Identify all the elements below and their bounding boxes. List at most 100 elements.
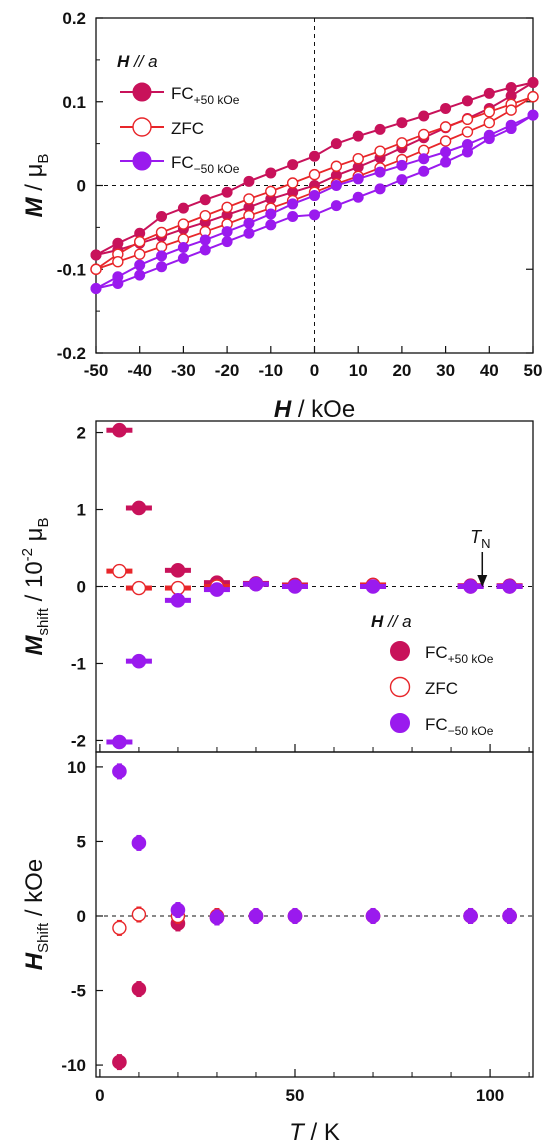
y-tick-label: -2 xyxy=(71,731,86,750)
data-point xyxy=(199,194,211,206)
data-point xyxy=(209,910,225,925)
x-axis-title: H / kOe xyxy=(274,396,355,423)
data-point xyxy=(365,908,381,924)
data-point xyxy=(134,269,146,281)
legend-marker xyxy=(389,676,411,698)
y-tick-label: -0.1 xyxy=(57,260,86,279)
data-point xyxy=(134,259,146,271)
legend-label: FC−50 kOe xyxy=(425,715,494,738)
data-point xyxy=(396,137,408,149)
data-point xyxy=(199,209,211,222)
data-point xyxy=(112,764,127,779)
legend-title-var: H xyxy=(371,612,384,631)
legend-label-main: FC xyxy=(171,84,194,103)
data-point xyxy=(374,166,386,178)
data-point xyxy=(330,180,342,191)
legend-label-main: ZFC xyxy=(425,679,458,698)
data-point xyxy=(418,165,430,177)
legend-marker xyxy=(390,641,410,661)
panel-top-m-vs-h: -50 -40 -30 -20 -10 0 10 20 30 40 50 -0.2 -0.1 0 0.1 0.… xyxy=(21,9,542,423)
data-point xyxy=(209,582,225,597)
y-tick-label: 0 xyxy=(77,907,86,926)
legend-label: FC+50 kOe xyxy=(171,84,240,107)
y-axis-sub2: B xyxy=(35,517,52,527)
legend-title-rest: // a xyxy=(383,612,411,631)
legend-label-sub: −50 kOe xyxy=(448,724,494,738)
data-point xyxy=(265,167,277,179)
data-point xyxy=(112,920,127,936)
data-point xyxy=(287,198,299,210)
x-tick-label: 0 xyxy=(95,1086,104,1105)
data-point xyxy=(352,152,364,165)
y-axis-unit: / 10 xyxy=(21,561,48,608)
legend-label-main: FC xyxy=(425,643,448,662)
data-point xyxy=(265,219,277,231)
data-point xyxy=(112,563,127,579)
y-tick-label: -10 xyxy=(61,1056,86,1075)
legend-label: ZFC xyxy=(171,119,204,138)
data-point xyxy=(221,236,233,248)
data-point xyxy=(287,159,299,171)
data-point xyxy=(308,168,321,181)
x-tick-label: 100 xyxy=(476,1086,504,1105)
x-axis-title: T / K xyxy=(289,1119,340,1146)
data-point xyxy=(502,908,517,924)
data-point xyxy=(170,593,186,608)
y-axis-title: M / μB xyxy=(21,154,52,218)
data-point xyxy=(243,193,255,205)
legend-marker xyxy=(132,82,152,102)
data-point xyxy=(502,579,517,594)
data-point xyxy=(461,113,474,126)
x-tick-label: 10 xyxy=(349,361,368,380)
series-0 xyxy=(112,907,517,1071)
data-point xyxy=(112,277,124,289)
series-2 xyxy=(106,576,523,750)
legend-label: FC+50 kOe xyxy=(425,643,494,666)
data-point xyxy=(156,210,168,222)
data-point xyxy=(483,116,495,129)
data-point xyxy=(505,123,517,135)
data-point xyxy=(287,579,303,594)
y-axis-sub: B xyxy=(35,154,52,164)
y-axis-unit2: μ xyxy=(21,527,48,548)
data-point xyxy=(440,156,452,168)
data-point xyxy=(156,261,168,273)
legend-title: H // a xyxy=(371,612,412,631)
legend-label-sub: +50 kOe xyxy=(194,93,240,107)
data-point xyxy=(90,283,102,295)
data-point xyxy=(221,186,233,198)
annotation-sub: N xyxy=(481,536,490,551)
y-tick-label: 0 xyxy=(77,578,86,597)
data-point xyxy=(112,256,124,268)
series-2 xyxy=(112,763,517,926)
x-tick-label: -30 xyxy=(171,361,196,380)
data-point xyxy=(461,146,473,158)
data-point xyxy=(155,240,168,253)
legend-label-sub: −50 kOe xyxy=(194,162,240,176)
data-point xyxy=(527,109,539,121)
data-point xyxy=(170,580,186,596)
series-0 xyxy=(106,422,523,594)
y-axis-unit: / kOe xyxy=(21,859,48,923)
data-point xyxy=(439,135,452,147)
x-tick-label: 50 xyxy=(524,361,543,380)
data-point xyxy=(505,104,517,116)
x-tick-label: 50 xyxy=(286,1086,305,1105)
data-point xyxy=(155,226,168,239)
legend-label: ZFC xyxy=(425,679,458,698)
y-tick-label: 0 xyxy=(77,177,86,196)
data-point xyxy=(90,263,102,275)
annotation-tn: TN xyxy=(470,527,490,551)
y-axis-title: HShift / kOe xyxy=(21,859,52,970)
data-point xyxy=(243,227,255,239)
data-point xyxy=(309,209,320,221)
data-point xyxy=(463,908,478,924)
data-point xyxy=(396,159,408,171)
legend-title: H // a xyxy=(117,52,158,71)
data-point xyxy=(483,87,495,99)
data-point xyxy=(330,138,342,150)
data-point xyxy=(265,185,277,198)
data-point xyxy=(330,200,342,212)
data-point xyxy=(309,190,320,202)
